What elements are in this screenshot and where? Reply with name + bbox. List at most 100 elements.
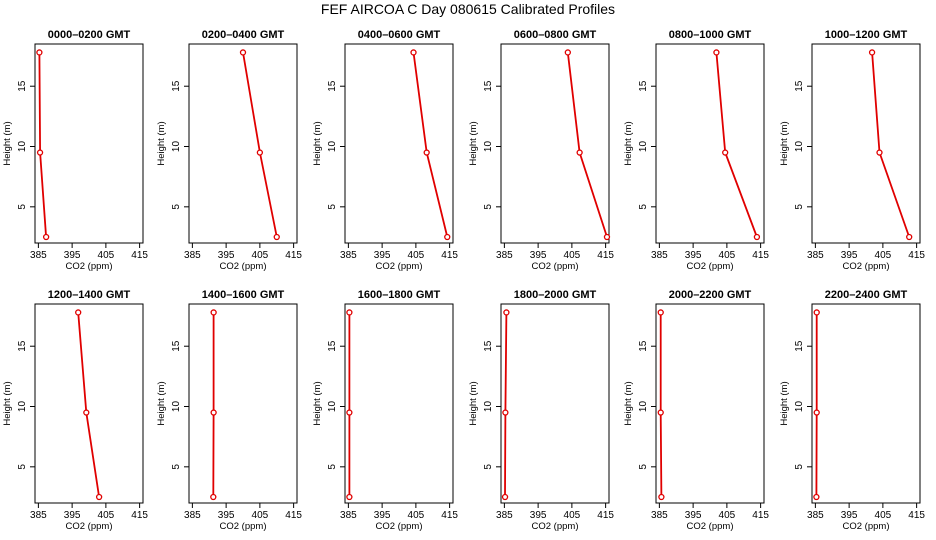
- data-point: [239, 49, 247, 56]
- data-point: [75, 309, 82, 316]
- x-tick-label: 415: [441, 250, 458, 261]
- profile-chart-panel: 1600–1800 GMT 385 395 405 415 5 10 15 CO2 (ppm) H…: [312, 289, 458, 532]
- y-tick-label: 5: [483, 464, 494, 470]
- y-tick-label: 15: [638, 340, 649, 352]
- x-tick-label: 405: [98, 510, 115, 521]
- x-tick-label: 385: [184, 250, 201, 261]
- y-axis-label: Height (m): [156, 121, 167, 165]
- chart-title: 1600–1800 GMT: [358, 289, 441, 301]
- x-tick-label: 395: [530, 510, 547, 521]
- y-tick-label: 10: [794, 401, 805, 413]
- x-axis-label: CO2 (ppm): [843, 261, 890, 272]
- chart-title: 1400–1600 GMT: [202, 289, 285, 301]
- y-tick-label: 5: [483, 204, 494, 210]
- data-point: [210, 409, 217, 416]
- y-axis-label: Height (m): [2, 381, 13, 425]
- x-tick-label: 405: [719, 510, 736, 521]
- y-tick-label: 5: [794, 464, 805, 470]
- y-tick-label: 10: [171, 141, 182, 153]
- data-point: [576, 149, 583, 156]
- data-point: [753, 233, 761, 241]
- data-point: [210, 493, 217, 501]
- data-point: [36, 149, 44, 156]
- x-axis-label: CO2 (ppm): [687, 521, 734, 532]
- data-point: [722, 149, 729, 156]
- profile-chart-panel: 0600–0800 GMT 385 395 405 415 5 10 15 CO2 (ppm) H…: [468, 29, 614, 272]
- x-tick-label: 385: [184, 510, 201, 521]
- x-tick-label: 415: [285, 510, 302, 521]
- y-axis-label: Height (m): [779, 121, 790, 165]
- x-tick-label: 385: [651, 250, 668, 261]
- y-tick-label: 15: [17, 80, 28, 92]
- data-point: [564, 49, 571, 56]
- chart-title: 0000–0200 GMT: [48, 29, 131, 41]
- data-point: [42, 233, 50, 241]
- plot-frame: [655, 43, 765, 244]
- x-tick-label: 415: [131, 250, 148, 261]
- x-axis-label: CO2 (ppm): [220, 521, 267, 532]
- x-tick-label: 405: [252, 250, 269, 261]
- x-tick-label: 385: [496, 250, 513, 261]
- y-tick-label: 10: [638, 401, 649, 413]
- x-tick-label: 395: [530, 250, 547, 261]
- y-axis-label: Height (m): [468, 121, 479, 165]
- page-title: FEF AIRCOA C Day 080615 Calibrated Profi…: [320, 1, 616, 17]
- y-tick-label: 10: [171, 401, 182, 413]
- profile-line: [871, 52, 911, 238]
- data-point: [346, 409, 353, 416]
- data-point: [813, 309, 820, 316]
- y-tick-label: 15: [794, 340, 805, 352]
- data-point: [868, 49, 876, 56]
- data-point: [36, 49, 43, 56]
- x-tick-label: 405: [875, 510, 892, 521]
- data-point: [603, 233, 611, 241]
- y-tick-label: 10: [17, 141, 28, 153]
- data-point: [813, 409, 820, 416]
- profile-line: [504, 312, 508, 498]
- profile-chart-panel: 2200–2400 GMT 385 395 405 415 5 10 15 CO2 (ppm) H…: [779, 289, 925, 532]
- plot-frame: [500, 303, 610, 504]
- x-tick-label: 415: [597, 250, 614, 261]
- profile-chart-panel: 1800–2000 GMT 385 395 405 415 5 10 15 CO2 (ppm) H…: [468, 289, 614, 532]
- profile-line: [412, 52, 449, 238]
- x-tick-label: 405: [98, 250, 115, 261]
- x-tick-label: 415: [752, 510, 769, 521]
- data-point: [713, 49, 720, 56]
- x-tick-label: 405: [719, 250, 736, 261]
- profile-chart-panel: 0400–0600 GMT 385 395 405 415 5 10 15 CO2 (ppm) H…: [312, 29, 458, 272]
- plot-frame: [188, 43, 298, 244]
- plot-frame: [811, 303, 921, 504]
- profile-line: [38, 52, 47, 238]
- x-tick-label: 415: [131, 510, 148, 521]
- data-point: [210, 309, 217, 316]
- y-tick-label: 15: [483, 80, 494, 92]
- x-tick-label: 415: [285, 250, 302, 261]
- profile-chart-panel: 1400–1600 GMT 385 395 405 415 5 10 15 CO2 (ppm) H…: [156, 289, 302, 532]
- data-point: [906, 233, 913, 241]
- x-axis-label: CO2 (ppm): [532, 261, 579, 272]
- x-tick-label: 395: [685, 250, 702, 261]
- profile-line: [242, 52, 278, 238]
- profile-chart-panel: 1000–1200 GMT 385 395 405 415 5 10 15 CO2 (ppm) H…: [779, 29, 925, 272]
- y-axis-label: Height (m): [779, 381, 790, 425]
- chart-title: 1200–1400 GMT: [48, 289, 131, 301]
- profile-chart-panel: 0000–0200 GMT 385 395 405 415 5 10 15 CO2 (ppm) H…: [2, 29, 148, 272]
- profile-line: [715, 52, 758, 238]
- x-axis-label: CO2 (ppm): [376, 521, 423, 532]
- x-tick-label: 395: [218, 510, 235, 521]
- y-tick-label: 10: [327, 141, 338, 153]
- x-tick-label: 405: [408, 250, 425, 261]
- chart-title: 2200–2400 GMT: [825, 289, 908, 301]
- x-axis-label: CO2 (ppm): [220, 261, 267, 272]
- x-tick-label: 385: [651, 510, 668, 521]
- chart-title: 2000–2200 GMT: [669, 289, 752, 301]
- x-tick-label: 385: [807, 510, 824, 521]
- data-point: [444, 233, 451, 241]
- x-tick-label: 415: [752, 250, 769, 261]
- data-point: [423, 149, 430, 156]
- data-point: [346, 493, 353, 501]
- x-tick-label: 395: [64, 510, 81, 521]
- y-axis-label: Height (m): [156, 381, 167, 425]
- y-tick-label: 15: [327, 340, 338, 352]
